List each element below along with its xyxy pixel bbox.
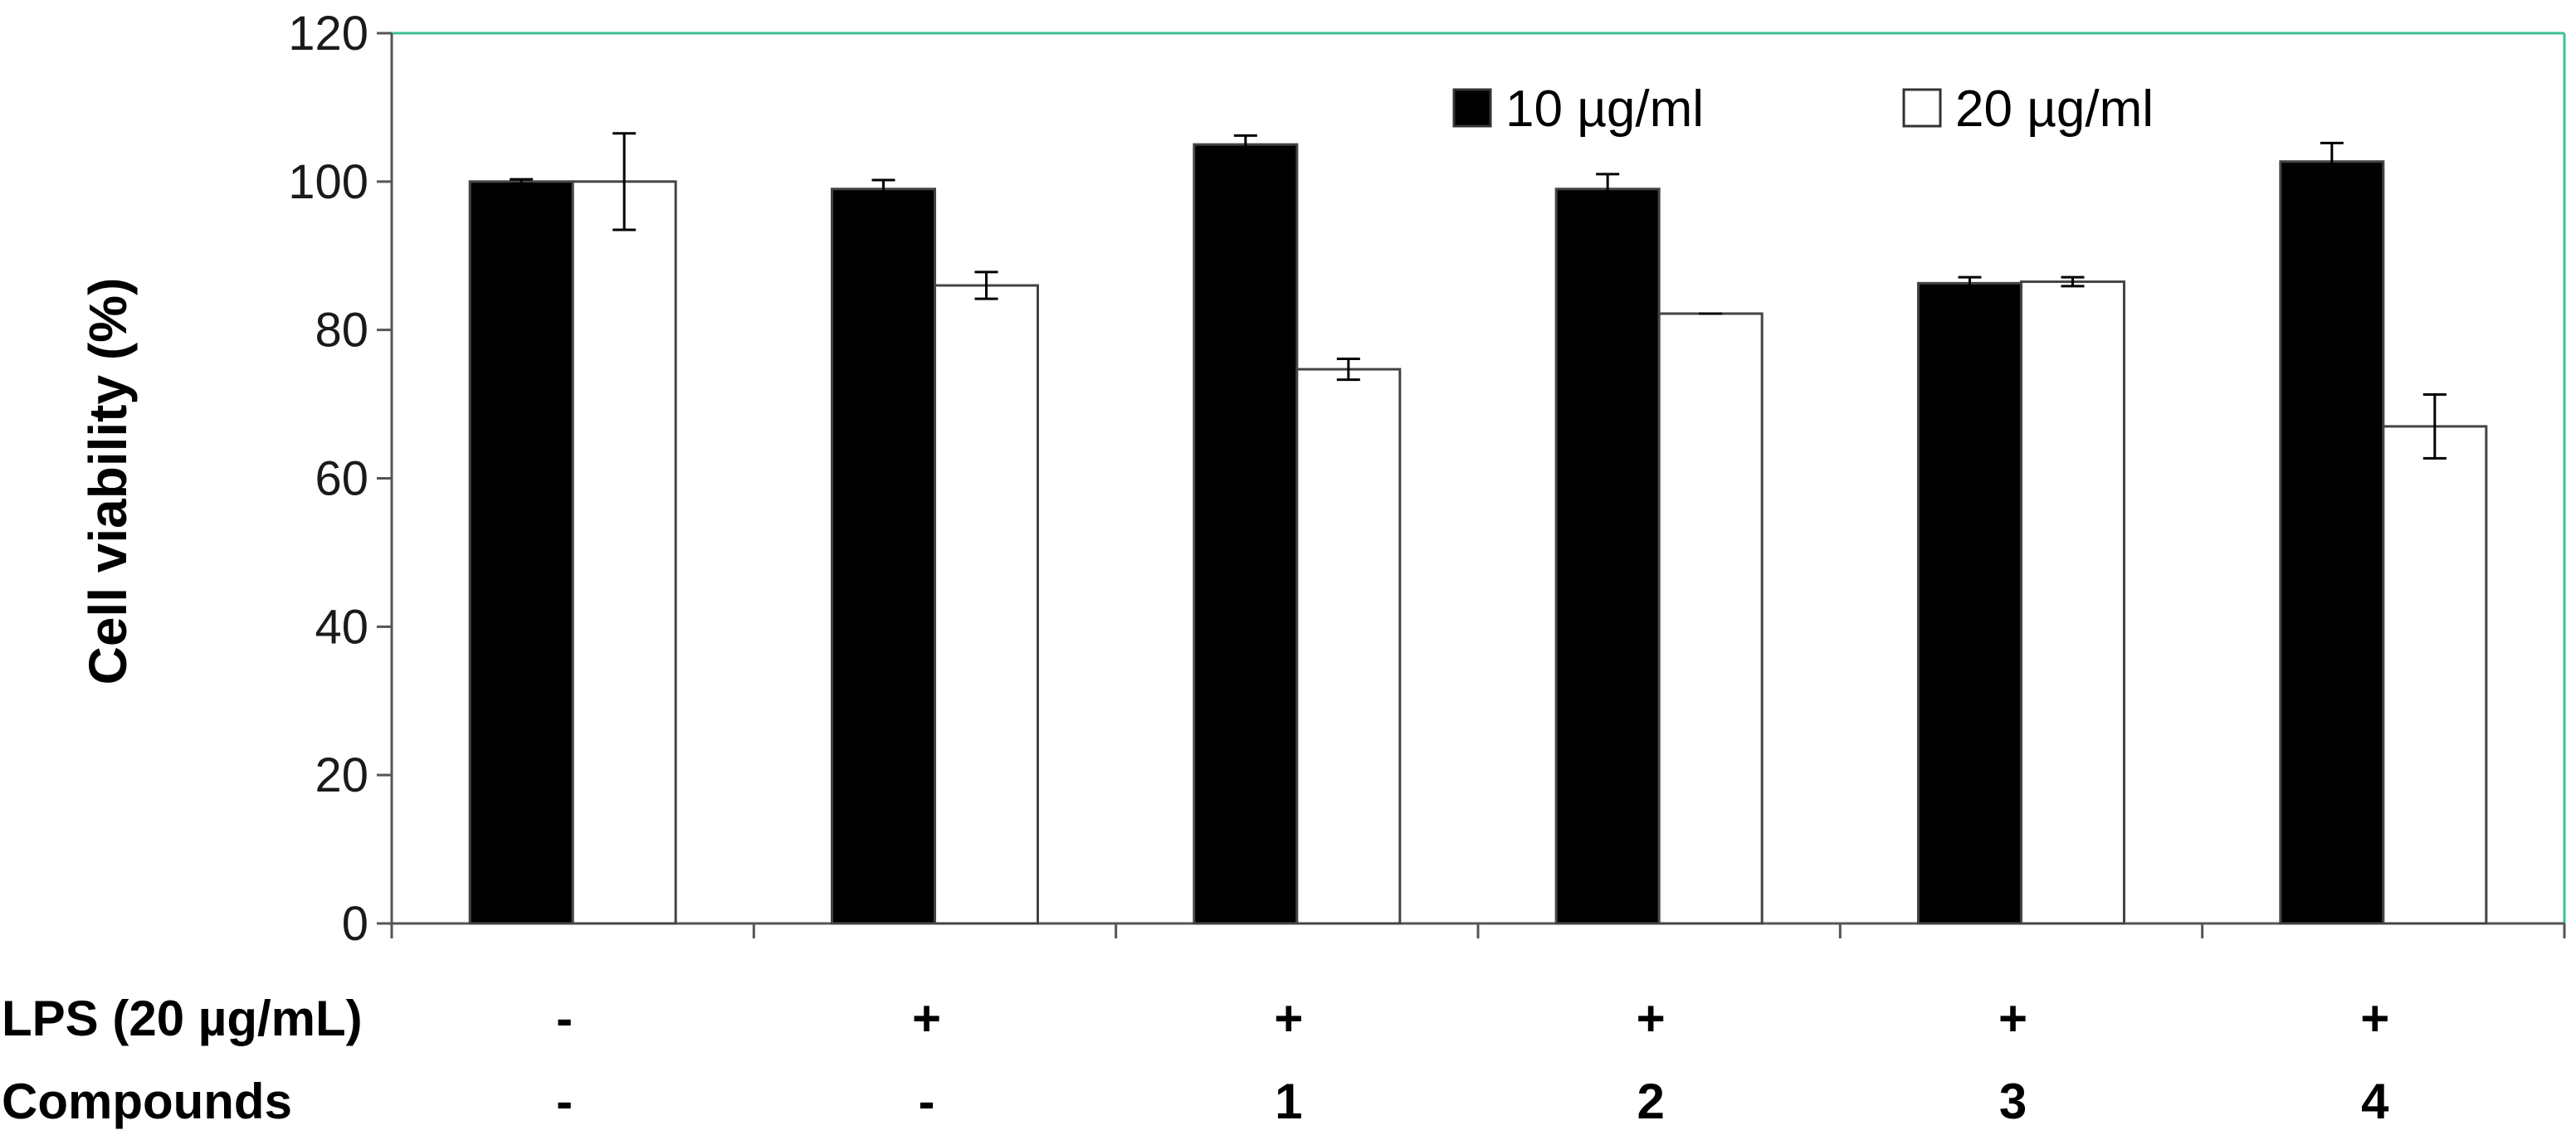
bar bbox=[1554, 188, 1661, 925]
condition-row-value: - bbox=[919, 1074, 935, 1129]
bar bbox=[1917, 281, 2022, 925]
y-tick-label: 100 bbox=[288, 155, 368, 209]
bar bbox=[2279, 160, 2385, 925]
condition-rows: LPS (20 µg/mL) - + + + + + Compounds - - 1 2 3 4 bbox=[2, 991, 2389, 1129]
x-axis bbox=[390, 922, 2566, 938]
error-bars bbox=[510, 132, 2447, 460]
bar bbox=[2020, 280, 2125, 925]
bar bbox=[2382, 425, 2488, 925]
y-axis: 0 20 40 60 80 100 120 bbox=[288, 7, 393, 951]
condition-row-value: 2 bbox=[1637, 1074, 1664, 1129]
condition-row-value: + bbox=[1274, 991, 1303, 1046]
condition-row-value: 3 bbox=[1999, 1074, 2027, 1129]
y-tick-label: 60 bbox=[315, 452, 368, 506]
legend-label: 20 µg/ml bbox=[1955, 80, 2154, 138]
y-tick-label: 120 bbox=[288, 7, 368, 61]
legend: 10 µg/ml 20 µg/ml bbox=[1452, 80, 2154, 138]
condition-row-value: + bbox=[2360, 991, 2389, 1046]
bar bbox=[468, 180, 574, 925]
y-tick-label: 20 bbox=[315, 748, 368, 802]
condition-row-label: LPS (20 µg/mL) bbox=[2, 991, 363, 1046]
y-tick-label: 40 bbox=[315, 600, 368, 654]
legend-swatch bbox=[1902, 88, 1942, 128]
legend-label: 10 µg/ml bbox=[1505, 80, 1704, 138]
bar bbox=[1295, 368, 1402, 925]
condition-row-value: 1 bbox=[1275, 1074, 1302, 1129]
plot-area bbox=[392, 32, 2566, 923]
condition-row-value: + bbox=[1998, 991, 2027, 1046]
y-axis-title: Cell viability (%) bbox=[78, 278, 138, 685]
condition-row-value: + bbox=[912, 991, 941, 1046]
bar bbox=[1193, 143, 1299, 925]
condition-row-value: - bbox=[556, 1074, 573, 1129]
y-tick-label: 80 bbox=[315, 304, 368, 358]
bar bbox=[934, 284, 1039, 925]
bar bbox=[571, 180, 677, 925]
bar bbox=[831, 188, 936, 925]
bar bbox=[1657, 312, 1764, 925]
condition-row-value: 4 bbox=[2361, 1074, 2389, 1129]
y-tick-label: 0 bbox=[342, 897, 368, 951]
legend-swatch bbox=[1452, 88, 1492, 128]
condition-row-value: + bbox=[1637, 991, 1666, 1046]
condition-row-value: - bbox=[556, 991, 573, 1046]
bars bbox=[468, 143, 2488, 925]
condition-row-label: Compounds bbox=[2, 1074, 292, 1129]
